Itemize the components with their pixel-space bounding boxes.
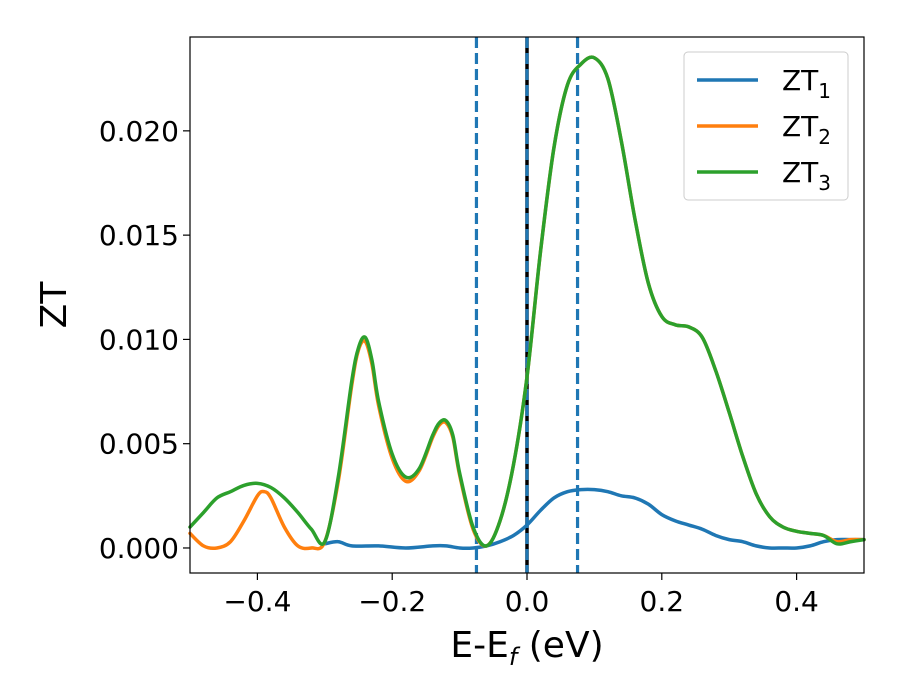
legend-label-zt2: ZT2: [782, 110, 831, 149]
series-lines: [188, 55, 866, 551]
x-tick-label: 0.0: [505, 585, 550, 618]
legend-box: [683, 51, 849, 201]
series-line-zt1: [323, 487, 866, 550]
reference-lines: [474, 37, 580, 573]
y-tick-label: 0.010: [99, 323, 179, 356]
y-axis-label: ZT: [34, 281, 75, 329]
x-tick-label: 0.2: [640, 585, 685, 618]
legend-entries: ZT1 ZT2 ZT3: [697, 64, 831, 195]
legend-label-zt1: ZT1: [782, 64, 831, 103]
y-tick-label: 0.005: [99, 428, 179, 461]
legend-label-zt3: ZT3: [782, 156, 831, 195]
x-axis-ticks: −0.4 −0.2 0.0 0.2 0.4: [223, 573, 819, 618]
legend: ZT1 ZT2 ZT3: [683, 51, 849, 201]
y-tick-label: 0.015: [99, 219, 179, 252]
x-tick-label: −0.4: [223, 585, 291, 618]
series-line-zt3: [188, 55, 866, 548]
x-axis-label: E-Ef (eV): [450, 625, 603, 671]
y-tick-label: 0.000: [99, 532, 179, 565]
x-tick-label: −0.2: [358, 585, 426, 618]
y-axis-ticks: 0.000 0.005 0.010 0.015 0.020: [99, 115, 190, 565]
x-tick-label: 0.4: [774, 585, 819, 618]
y-tick-label: 0.020: [99, 115, 179, 148]
